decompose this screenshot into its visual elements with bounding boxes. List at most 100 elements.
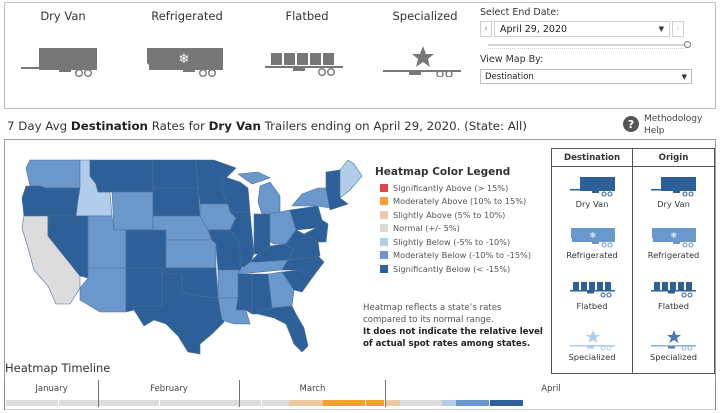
destination-dry-van[interactable]: Dry Van: [552, 167, 632, 218]
legend-label: Significantly Below (< -15%): [393, 263, 511, 274]
note-line: Heatmap reflects a state’s rates: [363, 303, 502, 313]
cell-label: Refrigerated: [566, 250, 618, 260]
timeline-month-march: March: [299, 384, 326, 394]
svg-text:❄: ❄: [590, 231, 597, 240]
origin-dry-van[interactable]: Dry Van: [633, 167, 714, 218]
trailer-option-label: Dry Van: [40, 9, 86, 23]
trailer-option-label: Specialized: [392, 9, 458, 23]
cell-label: Refrigerated: [647, 250, 700, 260]
filter-controls: Select End Date: ‹ April 29, 2020 ▼ › Vi…: [480, 7, 710, 84]
timeline-week[interactable]: [456, 400, 471, 406]
legend-label: Slightly Above (5% to 10%): [393, 209, 506, 220]
origin-refrigerated[interactable]: ❄ Refrigerated: [633, 218, 714, 269]
help-icon: ?: [623, 116, 639, 132]
note-line: compared to its normal range.: [363, 315, 494, 325]
trailer-filter-panel: Dry Van Refrigerated ❄ Flatbed: [4, 2, 716, 109]
view-map-by-value: Destination: [485, 71, 534, 82]
legend-swatch: [380, 197, 388, 206]
timeline-week[interactable]: [323, 400, 365, 406]
heatmap-timeline[interactable]: January February March April: [4, 380, 716, 410]
end-date-label: Select End Date:: [480, 7, 560, 18]
heatmap-color-legend: Heatmap Color Legend Significantly Above…: [375, 166, 531, 276]
timeline-week[interactable]: [262, 400, 289, 406]
timeline-week-selected[interactable]: [490, 400, 523, 406]
timeline-month-april: April: [541, 384, 561, 394]
legend-item: Significantly Above (> 15%): [375, 181, 531, 195]
cell-label: Dry Van: [657, 199, 690, 209]
legend-label: Moderately Above (10% to 15%): [393, 196, 527, 207]
cell-label: Dry Van: [575, 199, 609, 209]
specialized-trailer-icon: [383, 46, 461, 77]
timeline-week[interactable]: [160, 400, 239, 406]
svg-text:❄: ❄: [179, 52, 190, 67]
destination-column: Destination Dry Van ❄ Refrigerated Flatb…: [552, 149, 633, 373]
slider-track: [488, 44, 685, 46]
timeline-title: Heatmap Timeline: [5, 361, 111, 375]
timeline-month-february: February: [150, 384, 188, 394]
month-divider: [98, 380, 99, 407]
timeline-week[interactable]: [6, 400, 58, 406]
trailer-option-dry-van[interactable]: Dry Van: [13, 3, 113, 103]
month-divider: [239, 380, 240, 407]
title-prefix: 7 Day Avg: [7, 119, 71, 133]
slider-handle[interactable]: [684, 41, 691, 48]
title-trailer: Dry Van: [208, 119, 261, 133]
timeline-month-january: January: [35, 384, 68, 394]
flatbed-trailer-icon: [570, 282, 615, 298]
next-date-button[interactable]: ›: [672, 21, 684, 37]
legend-item: Moderately Below (-10% to -15%): [375, 249, 531, 263]
trailer-option-refrigerated[interactable]: Refrigerated ❄: [137, 3, 237, 103]
methodology-label: Methodology: [644, 114, 703, 124]
timeline-week[interactable]: [366, 400, 384, 406]
timeline-week[interactable]: [240, 400, 261, 406]
timeline-week[interactable]: [400, 400, 442, 406]
legend-label: Normal (+/- 5%): [393, 223, 460, 234]
destination-refrigerated[interactable]: ❄ Refrigerated: [552, 218, 632, 269]
timeline-week[interactable]: [471, 400, 489, 406]
legend-swatch: [380, 264, 388, 273]
refrigerated-trailer-icon: ❄: [147, 48, 223, 77]
date-slider[interactable]: [488, 41, 691, 49]
legend-swatch: [380, 183, 388, 192]
dry-van-trailer-icon: [651, 177, 696, 197]
end-date-value: April 29, 2020: [500, 23, 568, 35]
trailer-option-flatbed[interactable]: Flatbed: [257, 3, 357, 103]
title-suffix: Trailers ending on April 29, 2020. (Stat…: [260, 119, 527, 133]
destination-specialized[interactable]: Specialized: [552, 320, 632, 371]
slider-ticks: [488, 48, 685, 49]
page-title: 7 Day Avg Destination Rates for Dry Van …: [7, 119, 527, 133]
timeline-week[interactable]: [442, 400, 456, 406]
timeline-week[interactable]: [289, 400, 323, 406]
methodology-help-link[interactable]: ? Methodology Help: [623, 113, 702, 137]
legend-label: Significantly Above (> 15%): [393, 182, 509, 193]
cell-label: Specialized: [568, 352, 616, 362]
note-line-bold: It does not indicate the relative level: [363, 327, 543, 337]
legend-swatch: [380, 210, 388, 219]
trailer-comparison-grid: Destination Dry Van ❄ Refrigerated Flatb…: [551, 148, 715, 374]
flatbed-trailer-icon: [651, 282, 696, 298]
specialized-trailer-icon: [570, 330, 615, 351]
trailer-option-specialized[interactable]: Specialized: [375, 3, 475, 103]
dry-van-trailer-icon: [570, 177, 615, 197]
previous-date-button[interactable]: ‹: [480, 21, 492, 37]
view-map-by-label: View Map By:: [480, 54, 544, 65]
origin-flatbed[interactable]: Flatbed: [633, 269, 714, 320]
origin-column: Origin Dry Van ❄ Refrigerated Flatbed Sp…: [633, 149, 714, 373]
svg-text:❄: ❄: [671, 231, 678, 240]
heatmap-disclaimer: Heatmap reflects a state’s rates compare…: [363, 302, 543, 350]
view-map-by-dropdown[interactable]: Destination ▼: [480, 69, 692, 84]
origin-specialized[interactable]: Specialized: [633, 320, 714, 371]
flatbed-trailer-icon: [265, 53, 343, 77]
end-date-dropdown[interactable]: April 29, 2020 ▼: [494, 21, 670, 37]
destination-flatbed[interactable]: Flatbed: [552, 269, 632, 320]
timeline-week[interactable]: [386, 400, 400, 406]
dry-van-trailer-icon: [21, 48, 97, 77]
chevron-down-icon: ▼: [658, 25, 664, 33]
us-heatmap[interactable]: [18, 158, 363, 358]
trailer-option-label: Flatbed: [285, 9, 329, 23]
timeline-week[interactable]: [59, 400, 98, 406]
legend-label: Moderately Below (-10% to -15%): [393, 250, 532, 261]
month-divider: [385, 380, 386, 407]
timeline-week[interactable]: [99, 400, 159, 406]
legend-swatch: [380, 237, 388, 246]
